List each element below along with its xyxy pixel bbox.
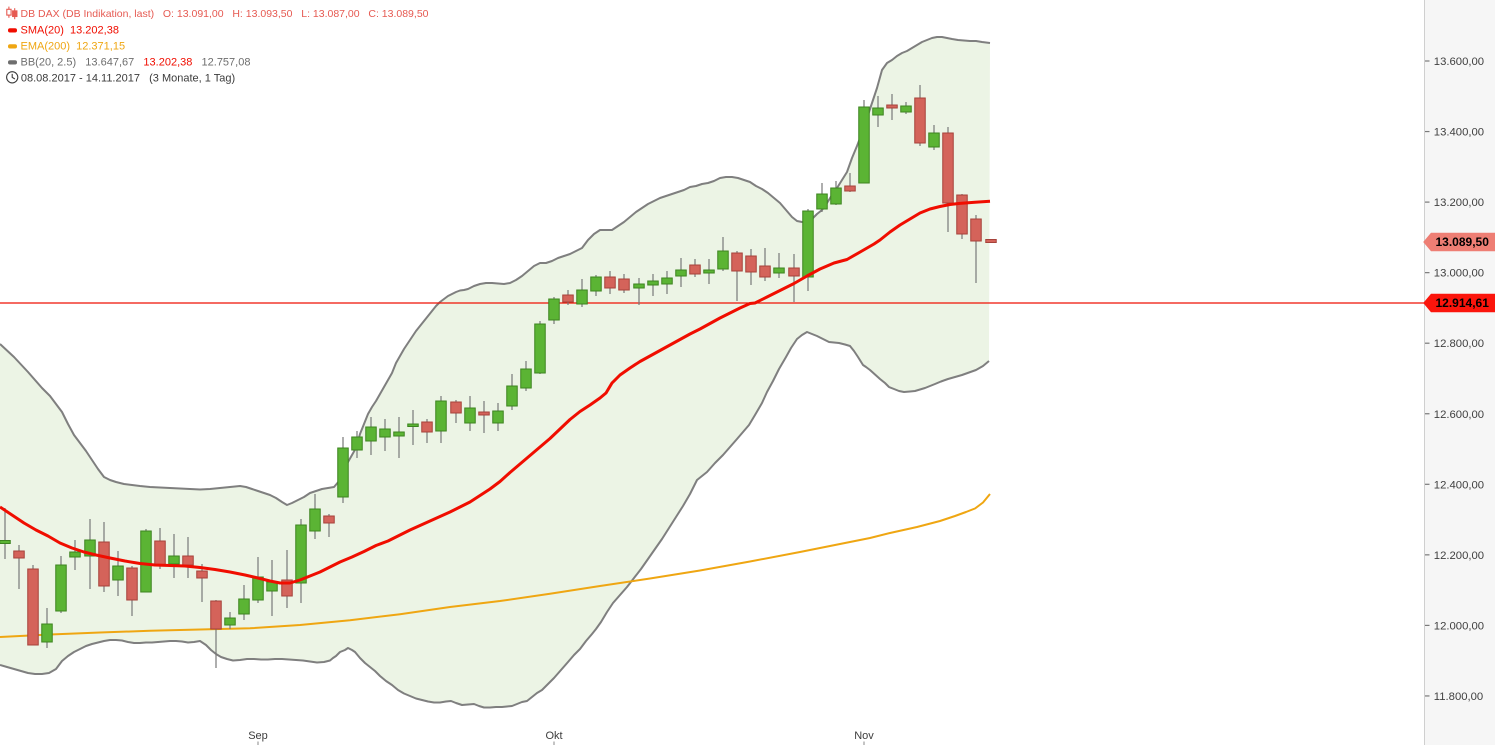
svg-text:13.200,00: 13.200,00 — [1434, 197, 1484, 209]
svg-text:12.800,00: 12.800,00 — [1434, 338, 1484, 350]
svg-text:12.914,61: 12.914,61 — [1436, 296, 1490, 310]
svg-text:EMA(200) 12.371,15: EMA(200) 12.371,15 — [21, 41, 126, 53]
svg-text:13.600,00: 13.600,00 — [1434, 56, 1484, 68]
svg-text:08.08.2017 - 14.11.2017 (3 M: 08.08.2017 - 14.11.2017 (3 Monate, 1 Tag… — [21, 73, 235, 85]
svg-text:12.000,00: 12.000,00 — [1434, 620, 1484, 632]
svg-text:Okt: Okt — [545, 730, 562, 742]
svg-text:Nov: Nov — [854, 730, 874, 742]
svg-text:Sep: Sep — [248, 730, 268, 742]
svg-text:13.000,00: 13.000,00 — [1434, 268, 1484, 280]
svg-text:13.089,50: 13.089,50 — [1436, 235, 1490, 249]
svg-text:12.400,00: 12.400,00 — [1434, 479, 1484, 491]
svg-text:BB(20, 2.5) 13.647,67 13.2: BB(20, 2.5) 13.647,67 13.202,38 12.757,0… — [21, 57, 251, 69]
svg-text:DB DAX (DB Indikation, last): DB DAX (DB Indikation, last) O: 13.091,0… — [21, 8, 429, 20]
svg-text:SMA(20) 13.202,38: SMA(20) 13.202,38 — [21, 25, 119, 37]
svg-text:12.200,00: 12.200,00 — [1434, 550, 1484, 562]
svg-text:13.400,00: 13.400,00 — [1434, 127, 1484, 139]
svg-text:12.600,00: 12.600,00 — [1434, 409, 1484, 421]
svg-text:11.800,00: 11.800,00 — [1434, 691, 1483, 703]
